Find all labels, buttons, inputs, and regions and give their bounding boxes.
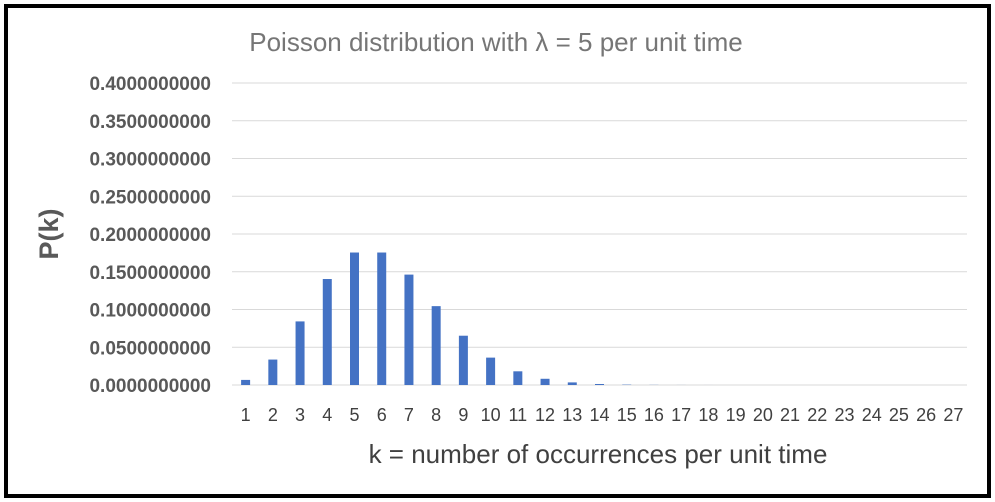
x-tick-label: 15 [617,405,637,425]
x-tick-label: 27 [943,405,963,425]
x-tick-label: 9 [458,405,468,425]
y-tick-label: 0.0500000000 [89,338,211,359]
y-tick-label: 0.0000000000 [89,376,211,397]
y-tick-label: 0.2000000000 [89,225,211,246]
x-tick-label: 11 [508,405,527,425]
x-tick-label: 6 [377,405,387,425]
x-tick-label: 26 [916,405,936,425]
bar [540,378,550,385]
y-tick-label: 0.4000000000 [89,74,211,95]
bar [567,382,577,385]
bar [431,306,441,385]
x-tick-label: 8 [431,405,441,425]
chart-frame [4,4,991,498]
x-tick-label: 20 [753,405,773,425]
bar [513,371,523,385]
bars [241,252,822,385]
bar [268,359,278,385]
x-tick-label: 4 [322,405,332,425]
x-axis-ticks: 1 2 3 4 5 6 7 8 9 10 11 12 13 14 15 16 17 18 19 20 21 22 23 24 2… [241,405,964,425]
bar [295,321,305,385]
bar [350,252,359,385]
x-tick-label: 16 [644,405,664,425]
x-tick-label: 14 [589,405,609,425]
y-tick-label: 0.2500000000 [89,187,211,208]
x-tick-label: 23 [834,405,854,425]
x-tick-label: 2 [268,405,278,425]
x-tick-label: 21 [780,405,800,425]
y-axis-label: P(k) [34,208,64,259]
y-tick-label: 0.3500000000 [89,112,211,133]
bar [458,335,468,385]
bar [241,379,251,385]
x-tick-label: 24 [862,405,882,425]
x-tick-label: 18 [698,405,718,425]
x-tick-label: 25 [889,405,909,425]
x-tick-label: 17 [671,405,691,425]
x-tick-label: 1 [241,405,251,425]
x-tick-label: 12 [535,405,555,425]
x-tick-label: 22 [807,405,827,425]
x-tick-label: 19 [726,405,746,425]
gridlines [232,82,967,386]
bar [486,357,496,385]
bar [322,279,332,385]
y-tick-label: 0.1500000000 [89,263,211,284]
y-axis-ticks: 0.0000000000 0.0500000000 0.1000000000 0.15… [89,74,211,397]
x-tick-label: 5 [349,405,359,425]
x-tick-label: 7 [404,405,414,425]
bar [377,252,387,385]
x-axis-label: k = number of occurrences per unit time [369,439,828,469]
bar [404,274,414,385]
x-tick-label: 3 [295,405,305,425]
y-tick-label: 0.1000000000 [89,301,211,322]
bar [595,384,604,385]
x-tick-label: 10 [481,405,501,425]
chart-title: Poisson distribution with λ = 5 per unit… [249,27,743,57]
y-tick-label: 0.3000000000 [89,150,211,171]
x-tick-label: 13 [562,405,582,425]
